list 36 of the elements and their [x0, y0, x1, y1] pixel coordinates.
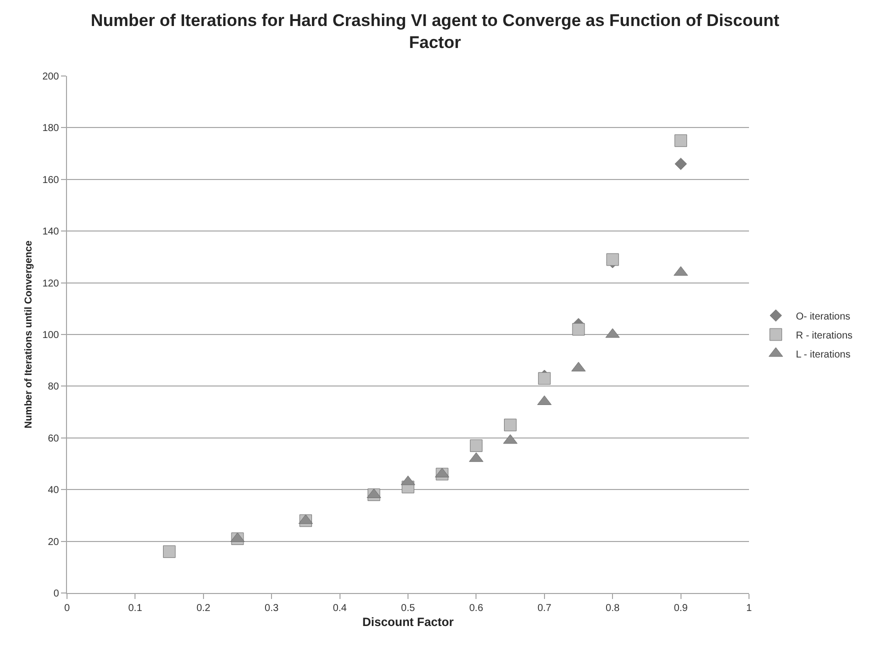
point — [538, 372, 551, 385]
x-tick-label: 0.1 — [128, 603, 143, 614]
y-axis-title: Number of Iterations until Convergence — [23, 240, 34, 428]
legend-label: R - iterations — [796, 330, 853, 342]
point — [163, 545, 176, 558]
legend-label: L - iterations — [796, 349, 850, 360]
point — [572, 323, 585, 336]
y-tick-label: 180 — [42, 123, 60, 134]
y-tick-label: 120 — [42, 278, 60, 290]
x-tick-label: 0.2 — [196, 603, 211, 614]
legend-label: O- iterations — [796, 311, 850, 322]
y-tick-label: 20 — [48, 536, 60, 548]
point — [606, 253, 619, 266]
x-tick-label: 0.6 — [469, 603, 484, 614]
x-tick-label: 0.8 — [606, 603, 620, 614]
point — [674, 158, 687, 170]
y-tick-label: 140 — [42, 226, 60, 238]
x-tick-label: 0 — [64, 603, 70, 614]
y-tick-label: 0 — [53, 588, 60, 600]
y-tick-label: 80 — [48, 382, 60, 393]
y-tick-label: 40 — [48, 485, 60, 496]
y-tick-label: 60 — [48, 433, 60, 444]
x-tick-label: 0.3 — [264, 603, 279, 614]
y-tick-label: 200 — [42, 72, 60, 82]
chart-title: Number of Iterations for Hard Crashing VI agent to Converge as Function of Discount Factor — [90, 10, 780, 52]
x-tick-label: 0.9 — [674, 603, 688, 614]
point — [470, 439, 482, 452]
point — [504, 418, 517, 432]
x-tick-label: 0.5 — [401, 603, 416, 614]
point — [674, 134, 688, 147]
y-tick-label: 100 — [42, 330, 60, 341]
y-tick-label: 160 — [42, 174, 60, 186]
x-axis-title: Discount Factor — [362, 614, 454, 629]
x-tick-label: 0.4 — [332, 603, 348, 614]
x-tick-label: 0.7 — [537, 603, 552, 614]
x-tick-label: 1 — [746, 603, 752, 614]
